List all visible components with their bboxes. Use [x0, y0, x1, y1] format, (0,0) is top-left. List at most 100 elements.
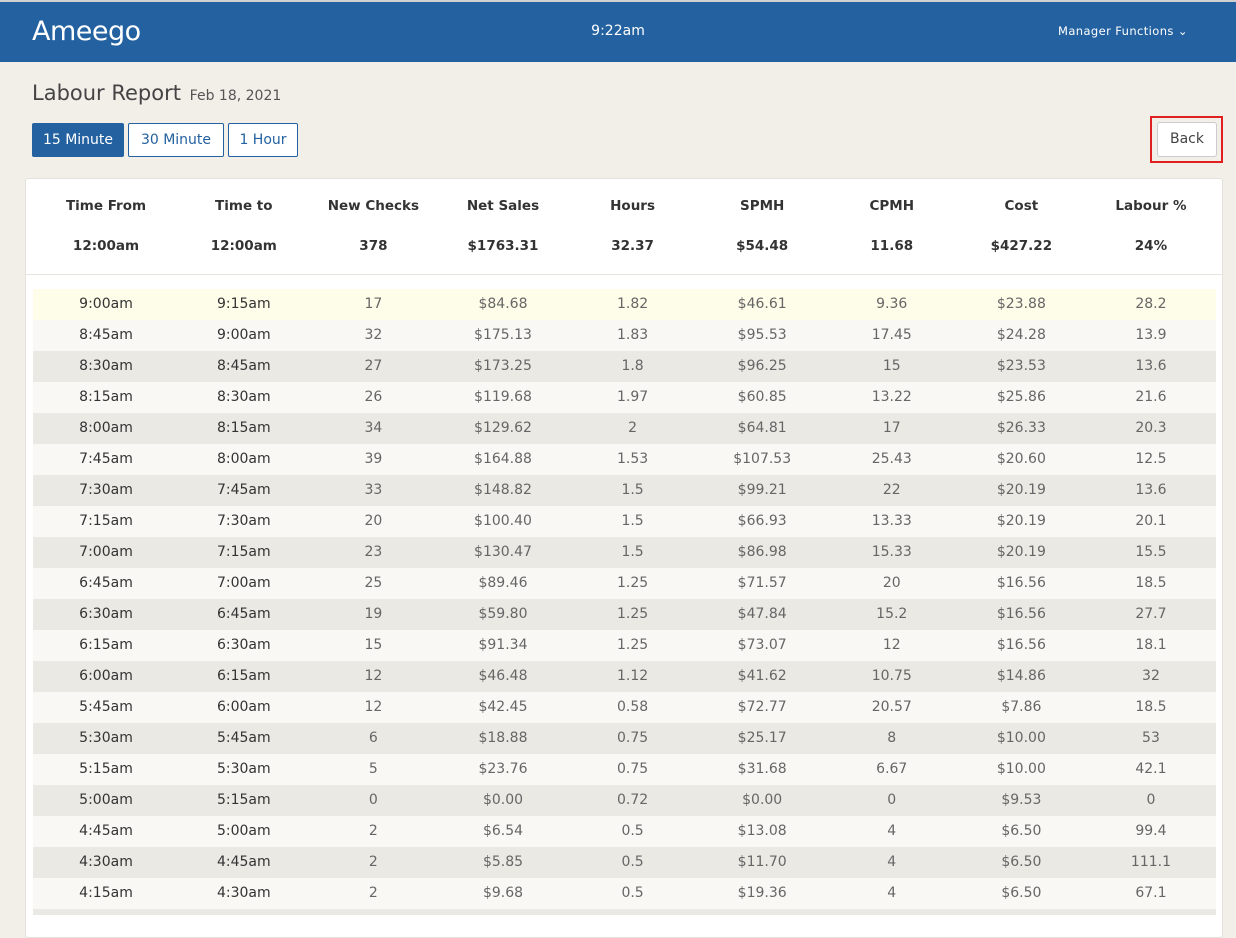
cell: 67.1 [1135, 885, 1167, 901]
cell: $16.56 [996, 637, 1046, 653]
cell: 8:15am [79, 389, 133, 405]
cell: Net Sales [466, 198, 540, 214]
cell: $99.21 [737, 482, 787, 498]
cell: $9.68 [482, 885, 524, 901]
clock: 9:22am [591, 23, 645, 39]
table-row[interactable]: 5:15am 5:30am 5 $23.76 0.75 $31.68 6.67 $10.00 4… [33, 754, 1216, 785]
cell: $46.48 [478, 668, 528, 684]
cell: 6:00am [216, 699, 271, 715]
cell: $60.85 [737, 389, 787, 405]
cell: 27 [364, 358, 383, 374]
table-row[interactable]: 5:45am 6:00am 12 $42.45 0.58 $72.77 20.57 $7.86… [33, 692, 1216, 723]
cell: 20 [882, 575, 901, 591]
table-row[interactable]: 4:45am 5:00am 2 $6.54 0.5 $13.08 4 $6.50 99.4 [33, 816, 1216, 847]
interval-button[interactable]: 30 Minute [128, 123, 224, 157]
cell: $6.54 [482, 823, 524, 839]
cell: $89.46 [478, 575, 528, 591]
table-row[interactable]: 6:45am 7:00am 25 $89.46 1.25 $71.57 20 $16.56 18… [33, 568, 1216, 599]
page-title: Labour Report Feb 18, 2021 [32, 81, 281, 105]
table-row[interactable]: 5:30am 5:45am 6 $18.88 0.75 $25.17 8 $10.00 53 [33, 723, 1216, 754]
cell: $73.07 [737, 637, 787, 653]
cell: 33 [364, 482, 383, 498]
table-row[interactable]: 8:00am 8:15am 34 $129.62 2 $64.81 17 $26.33 20.3 [33, 413, 1216, 444]
cell: 0 [368, 792, 378, 808]
cell: 6:45am [216, 606, 271, 622]
cell: $6.50 [1001, 885, 1042, 901]
cell: 19 [364, 606, 383, 622]
cell: $42.45 [478, 699, 528, 715]
manager-menu[interactable]: Manager Functions ⌄ [1058, 24, 1188, 38]
cell: 1.12 [616, 668, 649, 684]
cell: 12:00am [210, 238, 277, 254]
cell: $95.53 [737, 327, 787, 343]
table-row[interactable]: 8:30am 8:45am 27 $173.25 1.8 $96.25 15 $23.53 13… [33, 351, 1216, 382]
cell: $14.86 [996, 668, 1046, 684]
cell: 13.22 [871, 389, 912, 405]
cell: 6:30am [79, 606, 133, 622]
interval-button[interactable]: 15 Minute [32, 123, 124, 157]
table-row[interactable]: 9:00am 9:15am 17 $84.68 1.82 $46.61 9.36 $23.88… [33, 289, 1216, 320]
cell: 18.5 [1135, 699, 1167, 715]
cell: $96.25 [737, 358, 787, 374]
cell: $66.93 [737, 513, 787, 529]
table-row[interactable]: 5:00am 5:15am 0 $0.00 0.72 $0.00 0 $9.53 0 [33, 785, 1216, 816]
cell: $31.68 [737, 761, 787, 777]
table-row[interactable]: 7:45am 8:00am 39 $164.88 1.53 $107.53 25.43 $20… [33, 444, 1216, 475]
cell: 5 [368, 761, 378, 777]
cell: 15 [364, 637, 383, 653]
title-text: Labour Report [32, 81, 181, 105]
cell: $20.19 [996, 482, 1046, 498]
menu-label: Manager Functions [1058, 24, 1174, 38]
cell: Cost [1004, 198, 1039, 214]
cell: 15 [882, 358, 901, 374]
cell: 7:45am [79, 451, 133, 467]
cell: 13.9 [1135, 327, 1167, 343]
cell: 6:00am [79, 668, 133, 684]
cell: 5:30am [216, 761, 271, 777]
table-row[interactable]: 4:30am 4:45am 2 $5.85 0.5 $11.70 4 $6.50 111.1 [33, 847, 1216, 878]
table-row[interactable]: 7:15am 7:30am 20 $100.40 1.5 $66.93 13.33 $20.1… [33, 506, 1216, 537]
table-row[interactable]: 6:30am 6:45am 19 $59.80 1.25 $47.84 15.2 $16.56… [33, 599, 1216, 630]
table-row[interactable]: 8:15am 8:30am 26 $119.68 1.97 $60.85 13.22 $25.… [33, 382, 1216, 413]
cell: 5:45am [79, 699, 133, 715]
report-date: Feb 18, 2021 [189, 88, 282, 104]
table-row[interactable]: 6:00am 6:15am 12 $46.48 1.12 $41.62 10.75 $14.8… [33, 661, 1216, 692]
table-row[interactable]: 6:15am 6:30am 15 $91.34 1.25 $73.07 12 $16.56 18… [33, 630, 1216, 661]
table-row[interactable]: 7:00am 7:15am 23 $130.47 1.5 $86.98 15.33 $20.1… [33, 537, 1216, 568]
cell: $10.00 [996, 761, 1046, 777]
cell: $173.25 [474, 358, 532, 374]
cell: $9.53 [1001, 792, 1042, 808]
cell: 0.75 [616, 730, 649, 746]
cell: 1.25 [616, 637, 649, 653]
cell: 1.25 [616, 575, 649, 591]
cell: 20 [364, 513, 383, 529]
cell: 6 [368, 730, 378, 746]
cell: $19.36 [737, 885, 787, 901]
cell: $20.19 [996, 513, 1046, 529]
cell: 2 [368, 854, 378, 870]
cell: 4:45am [216, 854, 271, 870]
cell: 7:00am [79, 544, 133, 560]
cell: 13.6 [1135, 482, 1167, 498]
cell: 28.2 [1135, 296, 1167, 312]
cell: 21.6 [1135, 389, 1167, 405]
back-button[interactable]: Back [1157, 122, 1217, 157]
cell: 4:30am [216, 885, 271, 901]
cell: $47.84 [737, 606, 787, 622]
cell: $20.60 [996, 451, 1046, 467]
cell: 0 [887, 792, 897, 808]
cell: 53 [1142, 730, 1160, 746]
cell: 6:30am [216, 637, 271, 653]
table-row[interactable]: 8:45am 9:00am 32 $175.13 1.83 $95.53 17.45 $24.… [33, 320, 1216, 351]
interval-button[interactable]: 1 Hour [228, 123, 298, 157]
cell: $84.68 [478, 296, 528, 312]
table-row[interactable]: 4:15am 4:30am 2 $9.68 0.5 $19.36 4 $6.50 67.1 [33, 878, 1216, 909]
cell: $129.62 [474, 420, 532, 436]
table-row[interactable]: 7:30am 7:45am 33 $148.82 1.5 $99.21 22 $20.19 13… [33, 475, 1216, 506]
logo[interactable]: Ameego [32, 16, 141, 47]
cell: 12:00am [72, 238, 140, 254]
cell: $46.61 [737, 296, 787, 312]
cell: $148.82 [474, 482, 532, 498]
cell: 0.58 [616, 699, 649, 715]
